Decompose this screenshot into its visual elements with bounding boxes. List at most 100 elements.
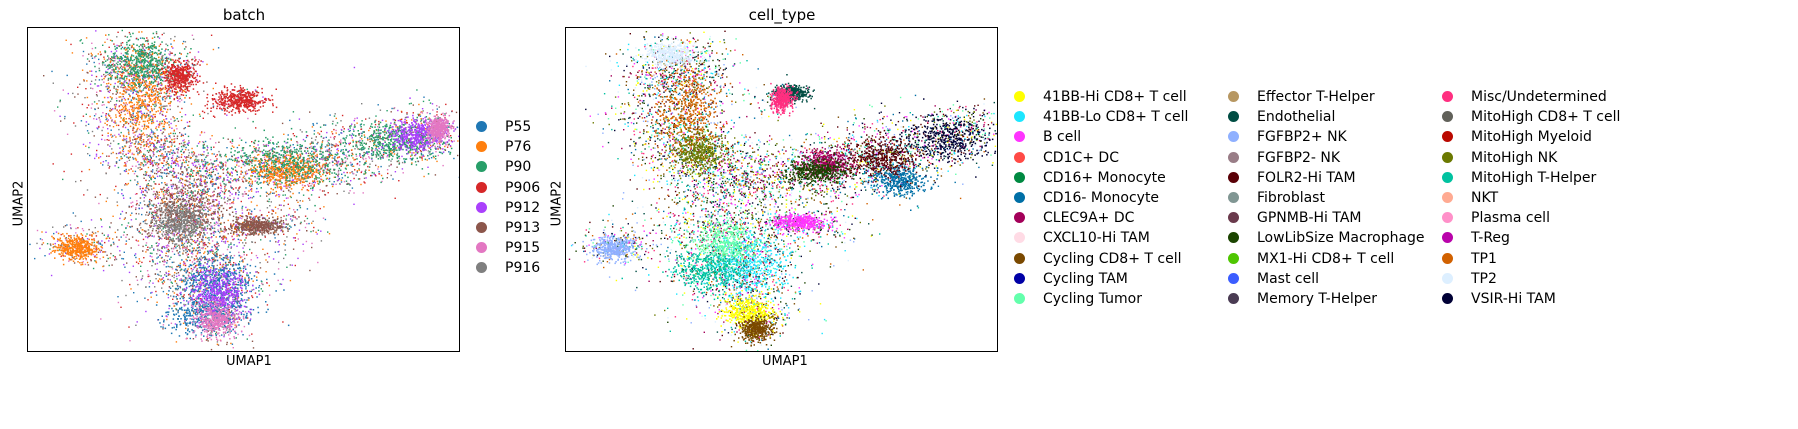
legend-label: P913 xyxy=(505,218,540,238)
legend-marker xyxy=(1228,293,1239,304)
y-axis-label-batch: UMAP2 xyxy=(11,181,26,227)
legend-label: P76 xyxy=(505,137,531,157)
legend-marker xyxy=(1014,192,1025,203)
legend-label: T-Reg xyxy=(1471,228,1510,248)
legend-batch: P55 P76 P90 P906 P912 P913 P915 P916 xyxy=(476,117,556,287)
legend-label: 41BB-Hi CD8+ T cell xyxy=(1043,87,1187,107)
legend-label: GPNMB-Hi TAM xyxy=(1257,208,1362,228)
panel-title-batch: batch xyxy=(28,6,460,24)
y-axis-label-cell-type: UMAP2 xyxy=(549,181,564,227)
legend-marker xyxy=(1014,293,1025,304)
legend-label: Endothelial xyxy=(1257,107,1335,127)
legend-marker xyxy=(1014,171,1025,183)
legend-marker xyxy=(1228,111,1239,123)
legend-marker xyxy=(1442,111,1453,123)
legend-label: Memory T-Helper xyxy=(1257,289,1377,309)
legend-marker xyxy=(476,201,487,213)
legend-label: MitoHigh T-Helper xyxy=(1471,168,1596,188)
cell-type-series-vsir-hi-tam xyxy=(882,98,997,184)
legend-label: Misc/Undetermined xyxy=(1471,87,1607,107)
batch-series-p906 xyxy=(157,58,278,117)
legend-label: MitoHigh CD8+ T cell xyxy=(1471,107,1620,127)
legend-label: FOLR2-Hi TAM xyxy=(1257,168,1356,188)
legend-label: MitoHigh Myeloid xyxy=(1471,127,1592,147)
legend-label: CXCL10-Hi TAM xyxy=(1043,228,1150,248)
legend-marker xyxy=(1442,252,1453,264)
x-axis-label-cell-type: UMAP1 xyxy=(762,354,808,369)
legend-marker xyxy=(1228,151,1239,163)
legend-label: LowLibSize Macrophage xyxy=(1257,228,1425,248)
legend-marker xyxy=(1228,131,1239,143)
cell-type-series-mitohigh-t-helper xyxy=(621,244,759,301)
legend-label: Effector T-Helper xyxy=(1257,87,1375,107)
legend-label: Cycling Tumor xyxy=(1043,289,1142,309)
legend-label: Cycling CD8+ T cell xyxy=(1043,249,1181,269)
legend-label: CD1C+ DC xyxy=(1043,148,1119,168)
batch-series-p915 xyxy=(184,112,455,342)
legend-marker xyxy=(476,181,487,193)
cell-type-series-misc-undetermined xyxy=(769,82,799,119)
legend-label: P90 xyxy=(505,157,531,177)
cell-type-series-cd16-monocyte xyxy=(862,153,939,211)
legend-marker xyxy=(1014,151,1025,163)
cell-type-series-b-cell xyxy=(765,211,838,236)
batch-series-p76 xyxy=(50,31,334,266)
plot-frame-batch xyxy=(27,27,460,352)
legend-marker xyxy=(1442,232,1453,244)
legend-label: B cell xyxy=(1043,127,1081,147)
cell-type-series-41bb-hi-cd8-t-cell xyxy=(716,292,784,336)
legend-label: 41BB-Lo CD8+ T cell xyxy=(1043,107,1188,127)
legend-label: MX1-Hi CD8+ T cell xyxy=(1257,249,1394,269)
legend-cell-type: 41BB-Hi CD8+ T cell 41BB-Lo CD8+ T cell B … xyxy=(1014,87,1620,307)
legend-label: P916 xyxy=(505,258,540,278)
legend-label: P906 xyxy=(505,178,540,198)
plot-frame-cell-type xyxy=(565,27,998,352)
legend-marker xyxy=(1442,293,1453,304)
cell-type-series-cycling-cd8-t-cell xyxy=(733,311,781,347)
legend-marker xyxy=(1228,192,1239,203)
legend-marker xyxy=(1442,192,1453,203)
legend-marker xyxy=(1228,272,1239,284)
legend-label: CD16- Monocyte xyxy=(1043,188,1159,208)
panel-title-cell-type: cell_type xyxy=(566,6,998,24)
legend-marker xyxy=(1014,252,1025,264)
cell-type-series-tp2 xyxy=(633,37,710,78)
legend-marker xyxy=(476,141,487,153)
legend-label: Plasma cell xyxy=(1471,208,1550,228)
legend-label: Fibroblast xyxy=(1257,188,1325,208)
legend-marker xyxy=(1014,91,1025,102)
legend-marker xyxy=(1442,151,1453,163)
legend-label: P55 xyxy=(505,117,531,137)
legend-marker xyxy=(476,262,487,274)
legend-label: P915 xyxy=(505,238,540,258)
legend-marker xyxy=(1014,272,1025,284)
legend-marker xyxy=(1014,111,1025,123)
scatter-plot-batch xyxy=(29,29,460,351)
legend-label: P912 xyxy=(505,198,540,218)
legend-marker xyxy=(1014,131,1025,143)
legend-marker xyxy=(1442,91,1453,102)
legend-marker xyxy=(1228,212,1239,224)
legend-marker xyxy=(1228,232,1239,244)
batch-series-p916 xyxy=(117,196,216,252)
legend-label: FGFBP2+ NK xyxy=(1257,127,1347,147)
cell-type-series-folr2-hi-tam xyxy=(830,129,953,188)
cell-type-series-fgfbp2-nk xyxy=(582,232,648,266)
legend-marker xyxy=(1442,171,1453,183)
legend-marker xyxy=(1442,272,1453,284)
legend-label: VSIR-Hi TAM xyxy=(1471,289,1556,309)
legend-label: CD16+ Monocyte xyxy=(1043,168,1166,188)
legend-marker xyxy=(1014,212,1025,224)
legend-label: TP2 xyxy=(1471,269,1497,289)
legend-label: TP1 xyxy=(1471,249,1497,269)
cell-type-series-tp1 xyxy=(647,50,733,171)
scatter-plot-cell-type xyxy=(568,30,998,351)
legend-marker xyxy=(1014,232,1025,244)
legend-label: Mast cell xyxy=(1257,269,1319,289)
x-axis-label-batch: UMAP1 xyxy=(226,354,272,369)
legend-marker xyxy=(1228,171,1239,183)
cell-type-series-lowlibsize-macrophage xyxy=(763,152,877,187)
legend-label: FGFBP2- NK xyxy=(1257,148,1340,168)
legend-marker xyxy=(476,242,487,254)
